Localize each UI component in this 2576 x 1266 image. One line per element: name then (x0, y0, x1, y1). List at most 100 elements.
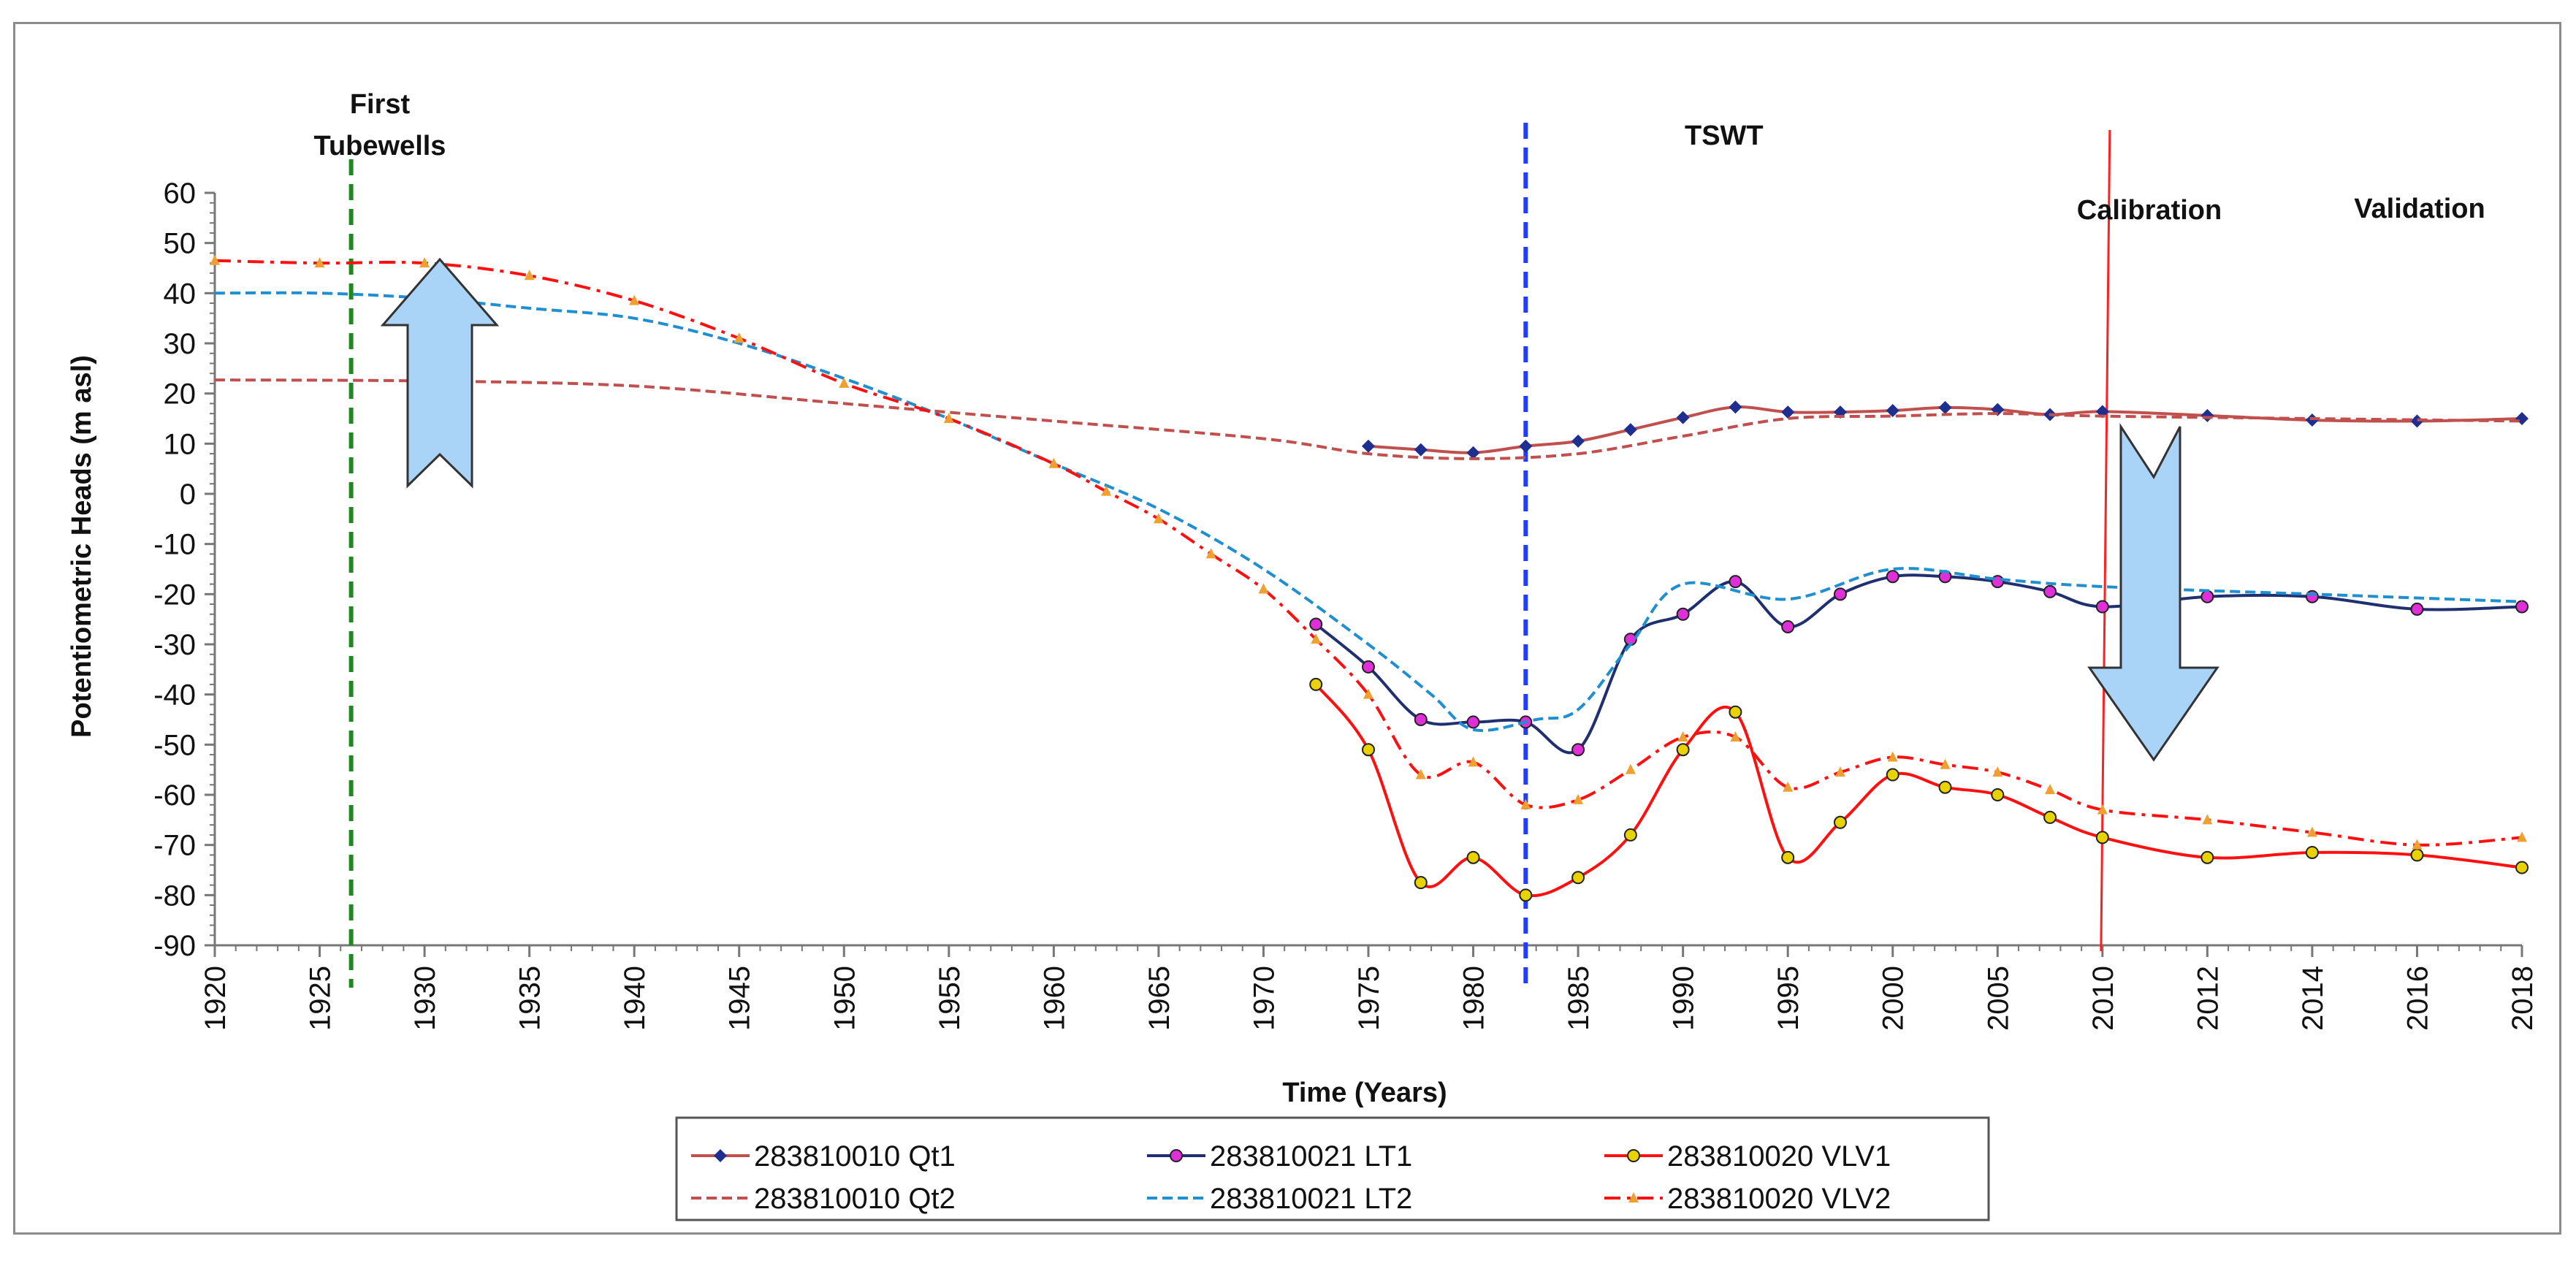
x-tick-label: 2018 (2507, 966, 2539, 1031)
series-line-283810021-lt2 (214, 291, 2523, 732)
y-tick-label: 30 (164, 328, 197, 360)
data-point-283810020-vlv2 (1363, 688, 1373, 699)
legend-label-283810020-vlv1: 283810020 VLV1 (1667, 1140, 1891, 1172)
x-tick-label: 2014 (2297, 966, 2329, 1031)
x-tick-label: 2000 (1878, 966, 1910, 1031)
data-point-283810020-vlv1 (1309, 677, 1323, 691)
data-point-283810020-vlv2 (1573, 793, 1584, 804)
annotation-first-tubewells-line1: First (350, 89, 411, 120)
y-tick-label: -20 (153, 579, 196, 611)
annotation-validation: Validation (2354, 194, 2485, 224)
data-point-283810020-vlv2 (1625, 763, 1636, 774)
data-point-283810020-vlv1 (1833, 815, 1847, 829)
calibration-validation-divider (2100, 129, 2111, 952)
data-point-283810021-lt1 (1309, 617, 1323, 631)
x-tick-label: 1955 (934, 966, 966, 1031)
data-point-283810021-lt1 (1781, 619, 1795, 633)
data-point-283810010-qt1 (1362, 439, 1375, 453)
data-point-283810020-vlv2 (2202, 814, 2213, 825)
x-tick-label: 1920 (199, 966, 232, 1031)
y-tick-label: 20 (164, 378, 197, 411)
series-line-283810010-qt2 (214, 378, 2523, 460)
data-point-283810020-vlv2 (2306, 826, 2317, 837)
y-tick-label: -90 (153, 930, 196, 962)
x-tick-label: 1980 (1458, 966, 1490, 1031)
data-point-283810020-vlv1 (1676, 743, 1690, 757)
x-tick-label: 1970 (1248, 966, 1280, 1031)
data-point-283810010-qt1 (1623, 423, 1637, 437)
annotation-first-tubewells-line2: Tubewells (314, 131, 446, 161)
data-point-283810020-vlv2 (1311, 633, 1322, 644)
data-point-283810020-vlv2 (839, 377, 850, 388)
series-line-283810020-vlv2 (214, 259, 2523, 847)
x-tick-label: 1940 (619, 966, 651, 1031)
legend-label-283810021-lt2: 283810021 LT2 (1210, 1183, 1412, 1215)
data-point-283810021-lt1 (2200, 590, 2214, 603)
data-point-283810020-vlv2 (1101, 485, 1112, 496)
data-point-283810020-vlv2 (1730, 731, 1741, 742)
data-point-283810020-vlv2 (1992, 766, 2003, 777)
data-point-283810020-vlv2 (1677, 731, 1688, 742)
annotation-calibration: Calibration (2077, 195, 2222, 226)
annotation-tswt: TSWT (1685, 121, 1764, 151)
data-point-283810020-vlv1 (2410, 848, 2424, 862)
data-point-283810020-vlv1 (1414, 876, 1428, 890)
data-point-283810010-qt1 (1519, 439, 1533, 453)
x-tick-label: 1985 (1563, 966, 1595, 1031)
data-point-283810021-lt1 (1571, 743, 1585, 757)
data-point-283810020-vlv1 (1571, 871, 1585, 885)
legend-label-283810010-qt1: 283810010 Qt1 (754, 1140, 956, 1172)
data-point-283810020-vlv2 (629, 294, 640, 305)
data-point-283810010-qt1 (1886, 404, 1899, 418)
data-point-283810020-vlv1 (1362, 743, 1375, 757)
data-point-283810020-vlv2 (1468, 756, 1479, 767)
data-point-283810020-vlv1 (2305, 845, 2319, 859)
x-tick-label: 2016 (2401, 966, 2434, 1031)
data-point-283810020-vlv2 (1153, 513, 1164, 524)
data-point-283810020-vlv2 (524, 270, 535, 281)
data-point-283810021-lt1 (1676, 607, 1690, 621)
data-point-283810020-vlv2 (733, 332, 744, 343)
data-point-283810021-lt1 (2410, 602, 2424, 616)
data-point-283810020-vlv2 (419, 257, 430, 268)
y-tick-label: -30 (153, 629, 196, 661)
data-point-283810020-vlv2 (1887, 751, 1898, 762)
data-point-283810020-vlv1 (2515, 861, 2529, 874)
data-point-283810021-lt1 (1833, 587, 1847, 601)
y-tick-label: -40 (153, 679, 196, 712)
x-tick-label: 1990 (1668, 966, 1700, 1031)
data-point-283810020-vlv1 (2043, 810, 2057, 824)
data-point-283810020-vlv2 (1834, 766, 1845, 777)
x-tick-label: 1975 (1353, 966, 1385, 1031)
data-point-283810020-vlv2 (2097, 804, 2108, 815)
y-tick-label: -60 (153, 779, 196, 812)
x-tick-label: 1960 (1038, 966, 1070, 1031)
data-point-283810020-vlv2 (2412, 839, 2423, 850)
legend-label-283810010-qt2: 283810010 Qt2 (754, 1183, 956, 1215)
data-point-283810021-lt1 (1886, 570, 1899, 584)
data-point-283810021-lt1 (1466, 715, 1480, 729)
y-tick-label: 60 (164, 178, 197, 210)
data-point-283810020-vlv1 (1991, 788, 2005, 801)
x-tick-label: 1925 (305, 966, 337, 1031)
data-point-283810021-lt1 (1362, 660, 1375, 674)
data-point-283810021-lt1 (1414, 713, 1428, 726)
data-point-283810010-qt1 (1938, 400, 1952, 414)
data-point-283810020-vlv2 (1940, 758, 1951, 769)
y-tick-label: 10 (164, 428, 197, 460)
legend-marker-283810021-lt1 (1170, 1149, 1183, 1162)
data-point-283810020-vlv1 (1729, 705, 1742, 719)
data-point-283810010-qt1 (2515, 412, 2529, 425)
x-tick-label: 2012 (2192, 966, 2224, 1031)
data-point-283810020-vlv1 (1466, 850, 1480, 864)
up-arrow (380, 257, 500, 489)
data-point-283810010-qt1 (1676, 411, 1690, 424)
data-point-283810020-vlv2 (2045, 784, 2056, 795)
y-tick-label: 50 (164, 228, 197, 260)
data-point-283810021-lt1 (2095, 600, 2109, 614)
data-point-283810010-qt1 (1414, 443, 1428, 457)
data-point-283810010-qt1 (2305, 413, 2319, 427)
y-tick-label: -70 (153, 830, 196, 862)
data-point-283810010-qt1 (1781, 405, 1795, 419)
data-point-283810010-qt1 (1571, 434, 1585, 448)
